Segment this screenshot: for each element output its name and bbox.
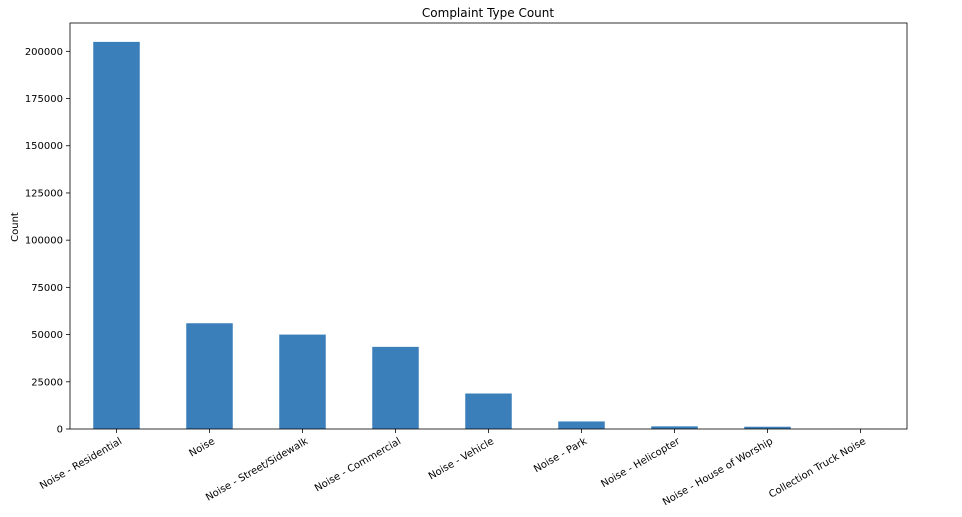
y-axis-ticks: 0 25000 50000 75000 100000 125000 150000 175000… [25,47,70,436]
y-tick-label: 0 [57,425,63,436]
y-tick-label: 50000 [31,330,63,341]
y-tick-label: 200000 [25,47,63,58]
x-tick-label: Noise - Park [532,436,589,475]
bar [465,394,512,430]
x-tick-label: Noise - Vehicle [427,436,496,482]
x-tick-label: Collection Truck Noise [767,436,868,500]
x-tick-label: Noise - Commercial [313,436,403,494]
y-axis-label: Count [10,212,21,242]
y-tick-label: 125000 [25,188,63,199]
bar [558,421,605,429]
y-tick-label: 25000 [31,377,63,388]
chart-title: Complaint Type Count [422,6,554,20]
x-tick-label: Noise - Helicopter [599,436,682,491]
x-tick-label: Noise - Residential [38,436,124,492]
bar [186,323,233,429]
x-tick-label: Noise - Street/Sidewalk [204,436,310,504]
bar [372,347,419,429]
y-tick-label: 100000 [25,236,63,247]
y-tick-label: 75000 [31,283,63,294]
y-tick-label: 175000 [25,94,63,105]
x-tick-label: Noise [187,436,217,459]
bars-group [93,42,884,429]
bar [93,42,140,429]
y-tick-label: 150000 [25,141,63,152]
bar [279,335,326,429]
